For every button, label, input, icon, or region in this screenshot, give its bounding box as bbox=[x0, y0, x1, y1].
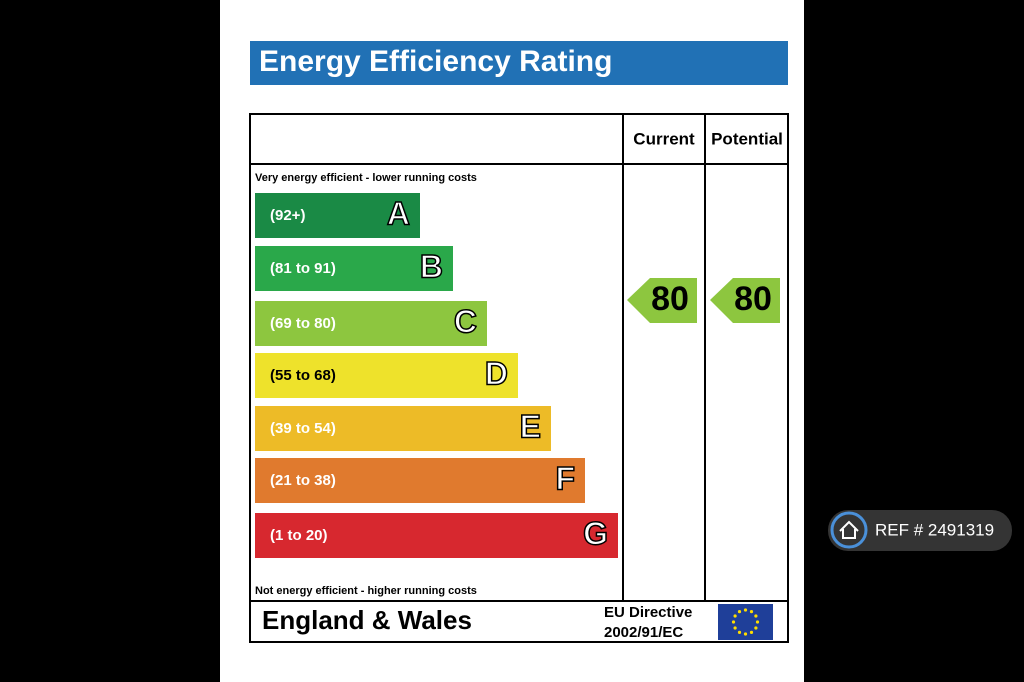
band-range: (81 to 91) bbox=[270, 260, 336, 277]
band-bar bbox=[255, 458, 585, 503]
eu-star bbox=[737, 610, 742, 614]
band-letter: B bbox=[420, 248, 443, 284]
eu-star bbox=[749, 610, 754, 614]
table-frame bbox=[249, 113, 789, 643]
directive-line1: EU Directive bbox=[604, 604, 692, 621]
ref-icon-house bbox=[839, 520, 859, 539]
band-bar bbox=[255, 301, 487, 346]
eu-star bbox=[733, 614, 737, 618]
band-letter: E bbox=[520, 408, 541, 444]
eu-star bbox=[755, 620, 760, 624]
ref-text: REF # 2491319 bbox=[875, 520, 994, 539]
footer-region: England & Wales bbox=[262, 605, 472, 635]
band-range: (21 to 38) bbox=[270, 472, 336, 489]
band-bar bbox=[255, 246, 453, 291]
band-letter: A bbox=[387, 195, 410, 231]
ref-icon-ring bbox=[830, 511, 868, 549]
band-bar bbox=[255, 353, 518, 398]
bands: (92+) A (81 to 91) B (69 to 80) C (55 to 68) D (… bbox=[255, 193, 618, 558]
eu-star bbox=[731, 620, 736, 624]
band-bar bbox=[255, 513, 618, 558]
potential-rating: 80 bbox=[734, 280, 772, 318]
title-bar bbox=[250, 41, 788, 85]
band-letter: C bbox=[454, 303, 477, 339]
eu-star bbox=[754, 626, 758, 630]
band-range: (39 to 54) bbox=[270, 420, 336, 437]
potential-arrow bbox=[710, 278, 780, 323]
current-header: Current bbox=[633, 129, 695, 148]
eu-star bbox=[743, 608, 748, 612]
eu-star bbox=[733, 626, 737, 630]
top-note: Very energy efficient - lower running co… bbox=[255, 172, 477, 184]
title: Energy Efficiency Rating bbox=[259, 45, 612, 78]
band-letter: F bbox=[555, 460, 575, 496]
directive-line2: 2002/91/EC bbox=[604, 624, 683, 641]
ref-badge[interactable] bbox=[828, 510, 1012, 551]
eu-star bbox=[743, 632, 748, 636]
bottom-note: Not energy efficient - higher running co… bbox=[255, 585, 477, 597]
current-arrow bbox=[627, 278, 697, 323]
eu-star bbox=[749, 630, 754, 634]
band-range: (69 to 80) bbox=[270, 315, 336, 332]
band-bar bbox=[255, 406, 551, 451]
current-rating: 80 bbox=[651, 280, 689, 318]
eu-stars bbox=[731, 608, 760, 636]
band-range: (55 to 68) bbox=[270, 367, 336, 384]
potential-header: Potential bbox=[711, 129, 783, 148]
band-bar bbox=[255, 193, 420, 238]
band-letter: D bbox=[485, 355, 508, 391]
eu-star bbox=[737, 630, 742, 634]
eu-star bbox=[754, 614, 758, 618]
band-letter: G bbox=[583, 515, 608, 551]
band-range: (92+) bbox=[270, 207, 305, 224]
band-range: (1 to 20) bbox=[270, 527, 328, 544]
